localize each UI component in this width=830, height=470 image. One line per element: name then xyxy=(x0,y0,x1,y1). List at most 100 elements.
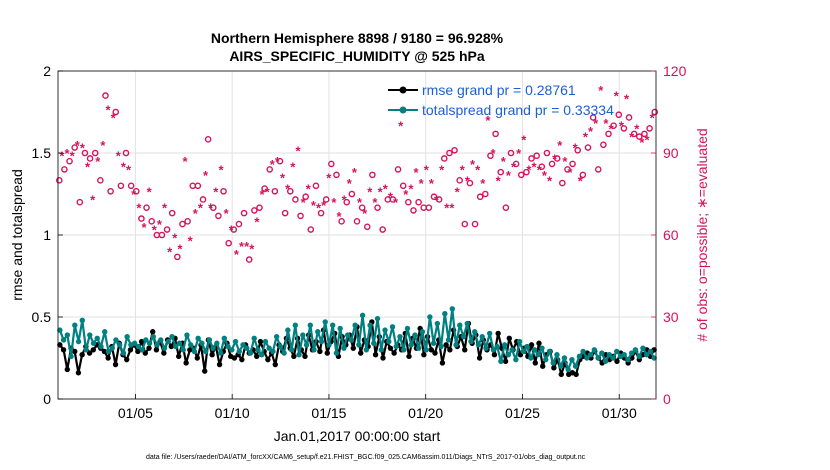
spread-series-point xyxy=(311,347,317,353)
obs-evaluated-point: * xyxy=(578,173,584,188)
obs-evaluated-point: * xyxy=(213,184,219,199)
obs-possible-point xyxy=(76,198,84,206)
right-y-tick-label: 60 xyxy=(663,227,679,243)
obs-evaluated-point: * xyxy=(301,195,307,210)
spread-series-point xyxy=(180,347,186,353)
spread-series-point xyxy=(569,356,575,363)
spread-series-point xyxy=(565,366,571,373)
spread-series-point xyxy=(475,342,482,348)
obs-evaluated-point: * xyxy=(588,124,594,139)
rmse-series-point xyxy=(421,352,427,358)
obs-evaluated-point: * xyxy=(131,187,137,202)
obs-evaluated-point: * xyxy=(265,184,271,199)
spread-series-point xyxy=(516,338,523,345)
obs-possible-point xyxy=(122,149,130,157)
spread-series-point xyxy=(528,355,534,361)
obs-evaluated-point: * xyxy=(193,206,199,221)
spread-series-point xyxy=(393,343,399,350)
spread-series-point xyxy=(371,340,377,346)
spread-series-point xyxy=(285,327,291,333)
rmse-series-point xyxy=(324,350,330,356)
spread-series-point xyxy=(165,338,171,345)
rmse-series-point xyxy=(391,350,397,356)
obs-possible-point xyxy=(322,196,330,203)
obs-evaluated-point: * xyxy=(506,168,512,183)
spread-series-point xyxy=(277,343,284,350)
spread-series-point xyxy=(419,329,426,335)
obs-evaluated-point: * xyxy=(526,162,532,177)
obs-possible-point xyxy=(127,182,135,190)
spread-series-point xyxy=(202,348,209,355)
obs-possible-point xyxy=(86,155,94,162)
rmse-series-point xyxy=(150,329,156,335)
obs-evaluated-point: * xyxy=(203,168,209,183)
spread-series-point xyxy=(636,353,642,360)
spread-series-point xyxy=(430,340,437,346)
right-y-axis-label: # of obs: o=possible; ∗=evaluated xyxy=(694,128,710,341)
spread-series-point xyxy=(72,322,78,328)
obs-evaluated-point: * xyxy=(260,187,266,202)
obs-possible-point xyxy=(338,218,345,225)
spread-series-point xyxy=(326,342,332,348)
spread-series-point xyxy=(479,333,485,340)
spread-series-point xyxy=(546,348,553,355)
obs-evaluated-point: * xyxy=(562,154,568,169)
y-tick-label: 2 xyxy=(43,63,51,79)
y-tick-label: 0 xyxy=(43,391,51,407)
obs-possible-point xyxy=(240,209,248,217)
spread-series-point xyxy=(195,335,201,342)
spread-series-point xyxy=(374,315,381,322)
y-tick-label: 1.5 xyxy=(32,145,52,161)
rmse-series-point xyxy=(380,355,386,361)
rmse-series-point xyxy=(239,356,245,363)
obs-evaluated-point: * xyxy=(85,160,91,175)
obs-evaluated-point: * xyxy=(326,171,332,186)
obs-evaluated-point: * xyxy=(403,187,409,202)
obs-evaluated-point: * xyxy=(624,91,630,106)
right-y-tick-label: 90 xyxy=(663,145,679,161)
obs-possible-point xyxy=(225,239,232,247)
spread-series-point xyxy=(490,347,497,353)
spread-series-point xyxy=(513,356,519,363)
obs-possible-point xyxy=(204,136,212,143)
spread-series-point xyxy=(187,342,194,348)
obs-possible-point xyxy=(91,149,99,157)
obs-evaluated-point: * xyxy=(470,157,476,172)
spread-series-point xyxy=(348,337,355,343)
x-tick-label: 01/10 xyxy=(215,405,250,421)
obs-evaluated-point: * xyxy=(490,146,496,161)
obs-evaluated-point: * xyxy=(609,121,615,136)
rmse-series-point xyxy=(551,365,557,371)
obs-evaluated-point: * xyxy=(460,162,466,177)
rmse-series-point xyxy=(291,353,297,360)
rmse-series-point xyxy=(202,368,208,374)
rmse-series-point xyxy=(372,352,379,358)
rmse-series-point xyxy=(558,371,564,378)
obs-possible-point xyxy=(302,193,309,201)
right-y-tick-label: 0 xyxy=(663,391,671,407)
obs-evaluated-point: * xyxy=(496,173,502,188)
obs-evaluated-point: * xyxy=(90,192,96,207)
rmse-series-point xyxy=(536,340,542,346)
obs-evaluated-point: * xyxy=(177,242,183,257)
obs-evaluated-point: * xyxy=(603,116,609,131)
chart-title-line1: Northern Hemisphere 8898 / 9180 = 96.928… xyxy=(211,30,504,46)
spread-series-point xyxy=(288,347,295,353)
right-y-tick-label: 120 xyxy=(663,63,687,79)
spread-series-point xyxy=(520,348,527,355)
x-tick-label: 01/30 xyxy=(602,405,637,421)
obs-evaluated-point: * xyxy=(614,89,620,104)
obs-evaluated-point: * xyxy=(372,195,378,210)
obs-possible-point xyxy=(297,212,304,220)
obs-evaluated-point: * xyxy=(321,198,327,213)
obs-evaluated-point: * xyxy=(398,119,404,134)
obs-evaluated-point: * xyxy=(475,162,481,177)
obs-evaluated-point: * xyxy=(295,143,301,158)
rmse-series-point xyxy=(428,347,434,353)
spread-series-point xyxy=(281,350,287,356)
rmse-series-point xyxy=(161,350,167,356)
chart-title-line2: AIRS_SPECIFIC_HUMIDITY @ 525 hPa xyxy=(229,48,485,64)
obs-possible-point xyxy=(512,160,520,168)
spread-series-point xyxy=(494,343,500,350)
spread-series-point xyxy=(486,330,493,337)
